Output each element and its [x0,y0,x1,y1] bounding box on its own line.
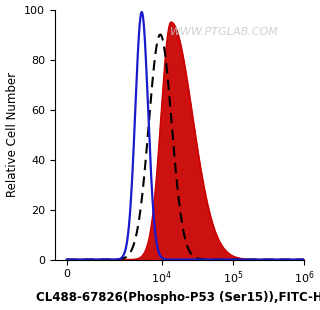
X-axis label: CL488-67826(Phospho-P53 (Ser15)),FITC-H: CL488-67826(Phospho-P53 (Ser15)),FITC-H [36,291,320,304]
Y-axis label: Relative Cell Number: Relative Cell Number [5,72,19,197]
Text: WWW.PTGLAB.COM: WWW.PTGLAB.COM [170,27,279,37]
